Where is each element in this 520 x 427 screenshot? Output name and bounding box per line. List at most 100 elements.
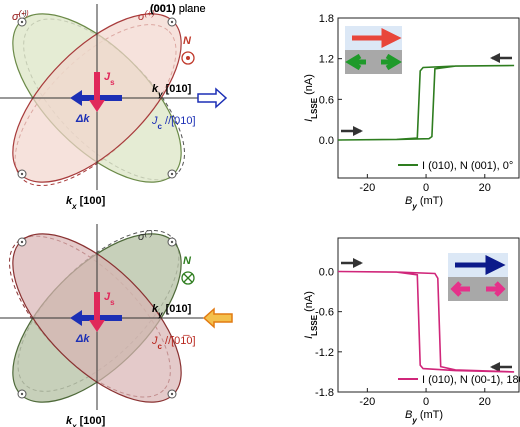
kx-label-part: x <box>71 202 77 211</box>
sigma-left-part: (+) <box>19 9 29 18</box>
charge-current-label: Jc //[01̅0] <box>151 335 196 351</box>
charge-current-label-part: //[010] <box>162 115 196 127</box>
normal-label: N <box>183 255 192 267</box>
plane-label-part: plane <box>176 3 206 15</box>
y-tick-label: 1.2 <box>319 54 334 66</box>
x-axis-label-part: y <box>411 416 417 425</box>
sigma-right-part: (+) <box>145 9 155 18</box>
x-axis-label-part: B <box>405 195 412 207</box>
charge-current-label-part: //[01̅0] <box>162 335 196 347</box>
inset-top <box>345 26 402 74</box>
delta-k-label: Δk <box>75 333 90 345</box>
y-axis-label-part: (nA) <box>303 74 315 98</box>
x-tick-label: 0 <box>423 182 429 194</box>
spin-dot <box>20 392 24 396</box>
sigma-left: σ(+) <box>12 9 29 24</box>
kx-label-part: k <box>66 195 73 207</box>
y-tick-label: 0.0 <box>319 135 334 147</box>
plot-frame <box>337 237 520 393</box>
ky-label-part: [010] <box>163 303 192 315</box>
x-axis-label: By (mT) <box>405 195 443 211</box>
y-tick-label: -1.2 <box>315 347 334 359</box>
x-tick-label: 20 <box>479 182 491 194</box>
sigma-right: σ(+) <box>138 9 155 24</box>
ky-label-part: y <box>157 90 163 99</box>
spin-current-label-part: J <box>104 291 111 303</box>
y-tick-label: -0.6 <box>315 307 334 319</box>
ky-label-part: k <box>152 83 159 95</box>
y-tick-label: 0.6 <box>319 94 334 106</box>
spin-current-label: Js <box>104 291 115 307</box>
spin-dot <box>20 20 24 24</box>
spin-current-label-part: s <box>110 298 115 307</box>
data-line <box>337 64 515 141</box>
ky-label-part: k <box>152 303 159 315</box>
y-axis-label: ILSSE (nA) <box>303 291 319 339</box>
normal-cross <box>183 273 193 283</box>
kx-label-part: [100] <box>77 195 106 207</box>
y-tick-label: -1.8 <box>315 387 334 399</box>
x-axis-label-part: (mT) <box>417 195 443 207</box>
plot-frame <box>337 17 520 179</box>
x-tick-label: 20 <box>479 396 491 408</box>
spin-current-arrow <box>89 292 105 332</box>
sigma-left-part: σ <box>12 11 19 23</box>
diagram <box>0 4 228 190</box>
kx-label-part: k <box>66 415 73 427</box>
sigma-right: σ(-) <box>138 229 153 244</box>
y-axis-label-part: I <box>303 336 315 339</box>
spin-dot <box>170 172 174 176</box>
y-axis-label-part: I <box>303 119 315 122</box>
plane-label-part: (001) <box>150 3 176 15</box>
y-axis-label-part: LSSE <box>310 97 319 119</box>
normal-label: N <box>183 35 192 47</box>
spin-current-label: Js <box>104 71 115 87</box>
sweep-arrows <box>341 53 512 372</box>
kx-label-part: [100] <box>77 415 106 427</box>
ky-label: ky [010] <box>152 303 192 319</box>
x-tick-label: -20 <box>359 182 375 194</box>
charge-current-label-part: c <box>158 342 163 351</box>
charge-current-label-part: J <box>151 115 158 127</box>
x-tick-label: -20 <box>359 396 375 408</box>
y-axis-label-part: (nA) <box>303 291 315 315</box>
spin-current-label-part: s <box>110 78 115 87</box>
spin-dot <box>170 240 174 244</box>
spin-current-arrow <box>89 72 105 112</box>
kx-label: kx [100] <box>66 195 106 211</box>
kx-label-part: x <box>71 422 77 427</box>
y-axis-label-part: LSSE <box>310 314 319 336</box>
x-axis-label-part: (mT) <box>417 409 443 421</box>
spin-current-label-part: J <box>104 71 111 83</box>
inset-bottom <box>448 253 508 301</box>
spin-dot <box>20 240 24 244</box>
plane-label-part: plane <box>176 3 206 15</box>
x-tick-label: 0 <box>423 396 429 408</box>
charge-current-label-part: J <box>151 335 158 347</box>
legend-label: I (010), N (001), 0° <box>422 160 513 172</box>
x-axis-label-part: B <box>405 409 412 421</box>
spin-dot <box>20 172 24 176</box>
plane-label-part: (001) <box>150 3 176 15</box>
normal-symbol <box>181 271 195 285</box>
sigma-left-part: σ <box>12 11 19 23</box>
ky-label-part: y <box>157 310 163 319</box>
normal-symbol <box>181 51 195 65</box>
charge-current-arrow <box>202 307 233 329</box>
x-axis-label: By (mT) <box>405 409 443 425</box>
ky-label-part: [010] <box>163 83 192 95</box>
y-tick-label: 0.0 <box>319 266 334 278</box>
sigma-left: σ(-) <box>12 9 27 24</box>
spin-dot <box>170 392 174 396</box>
plane-label: (001) plane <box>150 3 206 15</box>
normal-dot <box>186 56 190 60</box>
legend-label: I (010), N (00-1), 180° <box>422 374 520 386</box>
spin-dot <box>170 20 174 24</box>
sigma-right-part: σ <box>138 11 145 23</box>
kx-label: kx [100] <box>66 415 106 427</box>
sigma-right-part: σ <box>138 231 145 243</box>
sigma-right-part: (-) <box>145 229 153 238</box>
y-axis-label: ILSSE (nA) <box>303 74 319 122</box>
diagram <box>0 224 233 410</box>
